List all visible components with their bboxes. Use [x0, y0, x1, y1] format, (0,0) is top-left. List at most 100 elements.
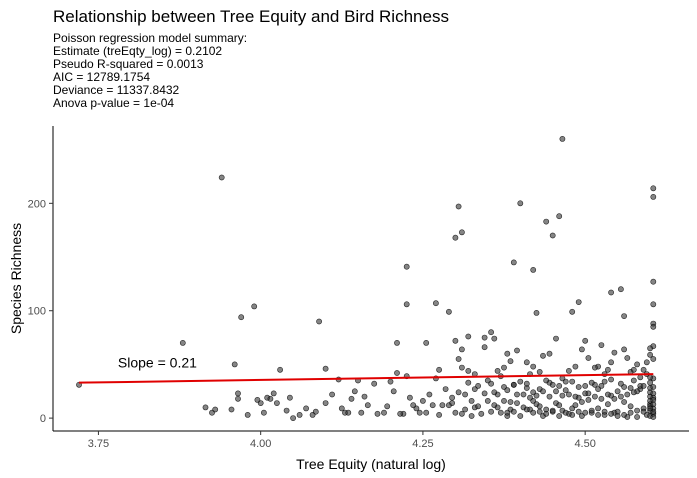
data-point [608, 376, 614, 383]
data-point [624, 355, 631, 361]
data-point [488, 329, 494, 336]
data-point [458, 229, 465, 236]
data-point [462, 406, 468, 413]
data-point [501, 397, 507, 404]
data-point [322, 365, 329, 372]
data-point [559, 392, 566, 399]
data-point [530, 266, 537, 273]
data-point [452, 409, 459, 416]
data-point [254, 396, 261, 403]
data-point [650, 278, 657, 285]
data-point [618, 286, 624, 293]
data-point [556, 402, 563, 409]
data-point [640, 408, 647, 415]
data-point [546, 350, 553, 357]
data-point [510, 259, 517, 266]
data-point [585, 396, 592, 403]
data-point [419, 397, 426, 404]
data-point [536, 403, 543, 410]
data-point [267, 395, 274, 402]
data-point [504, 409, 511, 416]
data-point [179, 339, 186, 346]
data-point [588, 379, 595, 386]
data-point [458, 346, 465, 353]
data-point [371, 380, 378, 387]
data-point [650, 390, 657, 397]
data-point [575, 299, 582, 305]
data-point [588, 407, 595, 414]
x-tick-label: 4.50 [574, 438, 595, 450]
data-point [374, 410, 381, 417]
data-point [559, 135, 566, 142]
data-point [517, 378, 524, 385]
data-point [416, 409, 423, 416]
data-point [484, 397, 491, 404]
data-point [273, 400, 280, 406]
data-point [403, 301, 410, 308]
data-point [621, 313, 627, 319]
data-point [507, 358, 514, 365]
data-point [458, 410, 465, 417]
data-point [614, 413, 621, 419]
data-point [556, 413, 563, 419]
data-point [579, 346, 585, 353]
data-point [592, 393, 598, 400]
data-point [582, 337, 589, 344]
data-point [640, 366, 647, 373]
data-point [650, 323, 657, 330]
summary-line: Anova p-value = 1e-04 [53, 96, 175, 110]
x-axis-title: Tree Equity (natural log) [296, 456, 446, 472]
y-tick-label: 200 [28, 198, 46, 210]
data-point [514, 400, 520, 406]
data-point [621, 384, 627, 390]
data-point [608, 359, 614, 366]
data-point [549, 232, 556, 239]
data-point [572, 363, 579, 370]
data-point [611, 349, 618, 356]
data-point [614, 388, 621, 395]
data-point [381, 409, 387, 416]
summary-line: Pseudo R-squared = 0.0013 [53, 57, 204, 71]
data-point [637, 374, 644, 381]
data-point [351, 388, 358, 395]
y-axis-title: Species Richness [8, 223, 24, 334]
data-point [228, 406, 235, 413]
data-point [364, 402, 371, 409]
data-point [235, 395, 241, 402]
data-point [514, 391, 520, 398]
data-point [390, 388, 397, 395]
data-point [316, 318, 322, 325]
data-point [540, 388, 546, 395]
data-point [536, 368, 543, 375]
data-point [540, 352, 546, 359]
data-point [585, 390, 592, 397]
data-point [621, 399, 627, 405]
summary-line: AIC = 12789.1754 [53, 70, 151, 84]
summary-line: Deviance = 11337.8432 [53, 83, 180, 97]
data-point [634, 407, 640, 414]
data-point [452, 337, 459, 344]
data-point [439, 402, 446, 409]
data-point [251, 303, 258, 310]
data-point [582, 409, 589, 416]
data-point [621, 411, 627, 418]
data-point [595, 411, 601, 418]
data-point [436, 366, 442, 373]
data-point [630, 389, 637, 396]
data-point [270, 390, 277, 397]
data-point [569, 308, 576, 315]
data-point [312, 408, 319, 415]
data-point [507, 399, 514, 405]
data-point [329, 391, 335, 398]
data-point [605, 366, 611, 373]
data-point [601, 408, 608, 415]
data-point [436, 411, 442, 418]
data-point [630, 366, 637, 373]
summary-line: Poisson regression model summary: [53, 31, 248, 45]
axis-ticks: 3.75 4.00 4.25 4.50 0 100 200 [28, 198, 596, 450]
data-point [640, 382, 647, 389]
data-point [585, 355, 592, 361]
data-point [650, 414, 657, 420]
data-point [546, 393, 553, 400]
data-point [523, 380, 530, 387]
